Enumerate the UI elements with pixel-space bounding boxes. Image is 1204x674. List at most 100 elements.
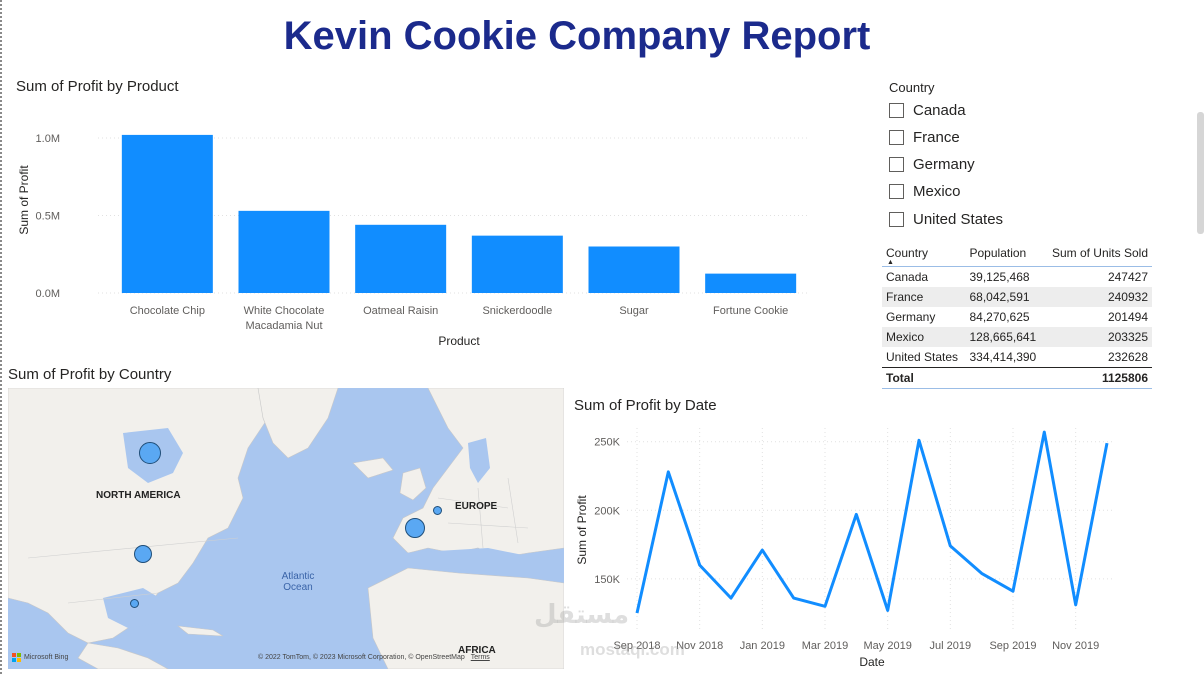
terms-link[interactable]: Terms [470, 654, 490, 661]
bar[interactable] [355, 224, 447, 293]
slicer-header: Country [889, 80, 935, 95]
profit-by-product-chart[interactable]: 0.0M 0.5M 1.0M Chocolate Chip White Chocolat… [8, 100, 868, 360]
table-row: Canada 39,125,468 247427 [882, 266, 1152, 287]
y-tick-label: 250K [594, 437, 620, 449]
checkbox-icon[interactable] [889, 212, 904, 227]
total-label: Total [882, 367, 966, 389]
x-tick-label: May 2019 [864, 640, 912, 652]
iceland-landmass [352, 457, 394, 479]
table-cell: 203325 [1043, 327, 1152, 347]
x-tick-label: Sugar [619, 305, 649, 317]
bar[interactable] [238, 210, 330, 293]
country-table: Country ▲ Population Sum of Units Sold Ca… [882, 240, 1152, 389]
table-row: United States 334,414,390 232628 [882, 347, 1152, 368]
profit-line[interactable] [635, 430, 1109, 614]
country-borders [27, 477, 529, 604]
data-point[interactable] [1040, 428, 1048, 436]
x-tick-label: Snickerdoodle [482, 305, 552, 317]
checkbox-icon[interactable] [889, 103, 904, 118]
data-point[interactable] [790, 594, 798, 602]
x-tick-label: Macadamia Nut [245, 320, 322, 332]
page-border [0, 0, 2, 674]
bar[interactable] [471, 235, 563, 293]
central-america-landmass [77, 642, 169, 669]
slicer-item-france[interactable]: France [889, 129, 960, 146]
data-point[interactable] [884, 606, 892, 614]
table-cell: 240932 [1043, 287, 1152, 307]
x-tick-label: Jan 2019 [740, 640, 785, 652]
column-header-country[interactable]: Country ▲ [882, 240, 966, 267]
y-tick-label: 150K [594, 574, 620, 586]
column-header-population[interactable]: Population [969, 246, 1027, 260]
data-point[interactable] [633, 609, 641, 617]
ocean-label-line1: Atlantic [281, 571, 315, 582]
data-point[interactable] [946, 542, 954, 550]
table-cell: Canada [882, 266, 966, 287]
map-label-africa: AFRICA [458, 645, 496, 656]
data-point[interactable] [821, 602, 829, 610]
bar[interactable] [705, 273, 797, 293]
x-tick-label: Fortune Cookie [713, 305, 788, 317]
x-tick-label: White Chocolate [244, 305, 325, 317]
checkbox-icon[interactable] [889, 130, 904, 145]
data-point[interactable] [727, 594, 735, 602]
x-tick-label: Mar 2019 [802, 640, 848, 652]
ocean-label-line2: Ocean [283, 582, 313, 593]
data-point[interactable] [696, 561, 704, 569]
report-title: Kevin Cookie Company Report [283, 14, 871, 58]
data-point[interactable] [1072, 601, 1080, 609]
watermark-arabic: مستقل [534, 600, 630, 630]
map-title: Sum of Profit by Country [8, 366, 172, 383]
y-axis-title: Sum of Profit [575, 495, 589, 565]
y-axis-title: Sum of Profit [17, 165, 31, 235]
copyright-text: © 2022 TomTom, © 2023 Microsoft Corporat… [258, 654, 465, 661]
map-bubble-france[interactable] [405, 518, 425, 538]
gulf-of-mexico [103, 588, 168, 628]
table-cell: 201494 [1043, 307, 1152, 327]
table-row: France 68,042,591 240932 [882, 287, 1152, 307]
slicer-item-label: Germany [913, 156, 975, 173]
microsoft-logo-icon [12, 653, 21, 662]
slicer-item-label: Mexico [913, 183, 961, 200]
checkbox-icon[interactable] [889, 157, 904, 172]
country-slicer: Country Canada France Germany Mexico Uni… [889, 80, 1169, 240]
data-point[interactable] [1103, 439, 1111, 447]
data-point[interactable] [852, 510, 860, 518]
data-point[interactable] [915, 436, 923, 444]
map-bubble-canada[interactable] [139, 442, 161, 464]
page-scrollbar[interactable] [1197, 112, 1204, 234]
y-tick-label: 1.0M [36, 133, 60, 145]
slicer-item-germany[interactable]: Germany [889, 156, 975, 173]
table-cell: 232628 [1043, 347, 1152, 368]
bar[interactable] [121, 134, 213, 293]
map-bubble-germany[interactable] [433, 506, 442, 515]
column-header-units-sold[interactable]: Sum of Units Sold [1051, 246, 1148, 260]
table-row: Germany 84,270,625 201494 [882, 307, 1152, 327]
x-tick-label: Nov 2018 [676, 640, 723, 652]
table-cell: 68,042,591 [965, 287, 1044, 307]
bing-logo-text: Microsoft Bing [24, 654, 69, 661]
map-bubble-united-states[interactable] [134, 545, 152, 563]
north-america-landmass [8, 388, 269, 644]
data-point[interactable] [978, 569, 986, 577]
bar[interactable] [588, 246, 680, 294]
x-tick-label: Chocolate Chip [130, 305, 205, 317]
profit-by-country-map[interactable]: NORTH AMERICA EUROPE AFRICA Atlantic Ocea… [8, 388, 564, 669]
map-bubble-mexico[interactable] [130, 599, 139, 608]
profit-by-date-chart[interactable]: 150K 200K 250K Sep 2018 Nov 2018 Jan 2019 Mar … [572, 420, 1132, 670]
table-cell: 84,270,625 [965, 307, 1044, 327]
slicer-item-canada[interactable]: Canada [889, 102, 966, 119]
table-cell: France [882, 287, 966, 307]
table-row: Mexico 128,665,641 203325 [882, 327, 1152, 347]
map-label-europe: EUROPE [455, 501, 498, 512]
slicer-item-label: United States [913, 211, 1004, 228]
table-cell [965, 367, 1044, 389]
y-tick-label: 0.5M [36, 211, 60, 223]
data-point[interactable] [758, 546, 766, 554]
data-point[interactable] [1009, 587, 1017, 595]
bar-chart-title: Sum of Profit by Product [16, 78, 179, 95]
data-point[interactable] [664, 468, 672, 476]
slicer-item-united-states[interactable]: United States [889, 211, 1003, 228]
slicer-item-mexico[interactable]: Mexico [889, 183, 961, 200]
checkbox-icon[interactable] [889, 184, 904, 199]
